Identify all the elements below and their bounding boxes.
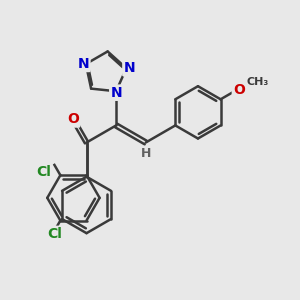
Text: O: O xyxy=(233,83,245,98)
Text: N: N xyxy=(78,57,89,71)
Text: CH₃: CH₃ xyxy=(246,77,268,87)
Text: N: N xyxy=(110,86,122,100)
Text: H: H xyxy=(140,147,151,160)
Text: Cl: Cl xyxy=(37,165,52,179)
Text: N: N xyxy=(124,61,135,75)
Text: Cl: Cl xyxy=(47,227,62,241)
Text: Cl: Cl xyxy=(37,165,52,179)
Text: N: N xyxy=(78,57,89,71)
Text: CH₃: CH₃ xyxy=(246,77,268,87)
Text: O: O xyxy=(233,83,245,98)
Text: H: H xyxy=(140,147,151,160)
Text: N: N xyxy=(110,86,122,100)
Text: O: O xyxy=(67,112,79,126)
Text: O: O xyxy=(67,112,79,126)
Text: N: N xyxy=(124,61,135,75)
Text: Cl: Cl xyxy=(47,227,62,241)
